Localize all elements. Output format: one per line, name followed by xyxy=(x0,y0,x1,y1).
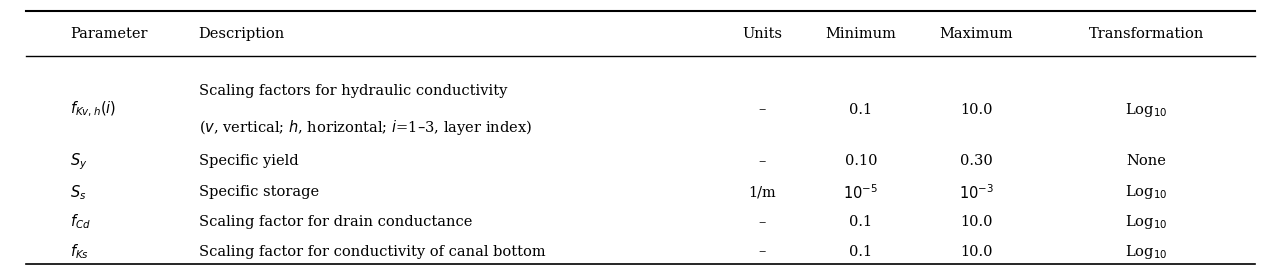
Text: None: None xyxy=(1126,154,1167,168)
Text: Parameter: Parameter xyxy=(70,27,147,41)
Text: 10.0: 10.0 xyxy=(959,102,993,117)
Text: 1/m: 1/m xyxy=(748,185,776,199)
Text: Scaling factor for conductivity of canal bottom: Scaling factor for conductivity of canal… xyxy=(199,245,546,259)
Text: 0.10: 0.10 xyxy=(844,154,877,168)
Text: –: – xyxy=(758,102,766,117)
Text: Log$_{10}$: Log$_{10}$ xyxy=(1125,101,1168,119)
Text: $f_{Cd}$: $f_{Cd}$ xyxy=(70,213,91,231)
Text: –: – xyxy=(758,154,766,168)
Text: Log$_{10}$: Log$_{10}$ xyxy=(1125,213,1168,231)
Text: Specific yield: Specific yield xyxy=(199,154,298,168)
Text: Scaling factor for drain conductance: Scaling factor for drain conductance xyxy=(199,215,471,229)
Text: Transformation: Transformation xyxy=(1089,27,1204,41)
Text: $S_s$: $S_s$ xyxy=(70,183,87,202)
Text: $10^{-3}$: $10^{-3}$ xyxy=(958,183,994,202)
Text: ($v$, vertical; $h$, horizontal; $i$=1–3, layer index): ($v$, vertical; $h$, horizontal; $i$=1–3… xyxy=(199,118,532,137)
Text: $f_{Ks}$: $f_{Ks}$ xyxy=(70,242,90,261)
Text: 0.30: 0.30 xyxy=(959,154,993,168)
Text: Units: Units xyxy=(742,27,783,41)
Text: Log$_{10}$: Log$_{10}$ xyxy=(1125,243,1168,260)
Text: 0.1: 0.1 xyxy=(849,245,872,259)
Text: Specific storage: Specific storage xyxy=(199,185,319,199)
Text: Log$_{10}$: Log$_{10}$ xyxy=(1125,183,1168,201)
Text: Description: Description xyxy=(199,27,284,41)
Text: –: – xyxy=(758,245,766,259)
Text: $f_{Kv,h}(i)$: $f_{Kv,h}(i)$ xyxy=(70,100,117,119)
Text: 10.0: 10.0 xyxy=(959,215,993,229)
Text: –: – xyxy=(758,215,766,229)
Text: Scaling factors for hydraulic conductivity: Scaling factors for hydraulic conductivi… xyxy=(199,84,507,98)
Text: 10.0: 10.0 xyxy=(959,245,993,259)
Text: 0.1: 0.1 xyxy=(849,102,872,117)
Text: $10^{-5}$: $10^{-5}$ xyxy=(843,183,879,202)
Text: $S_y$: $S_y$ xyxy=(70,151,88,172)
Text: Minimum: Minimum xyxy=(825,27,897,41)
Text: Maximum: Maximum xyxy=(939,27,1013,41)
Text: 0.1: 0.1 xyxy=(849,215,872,229)
